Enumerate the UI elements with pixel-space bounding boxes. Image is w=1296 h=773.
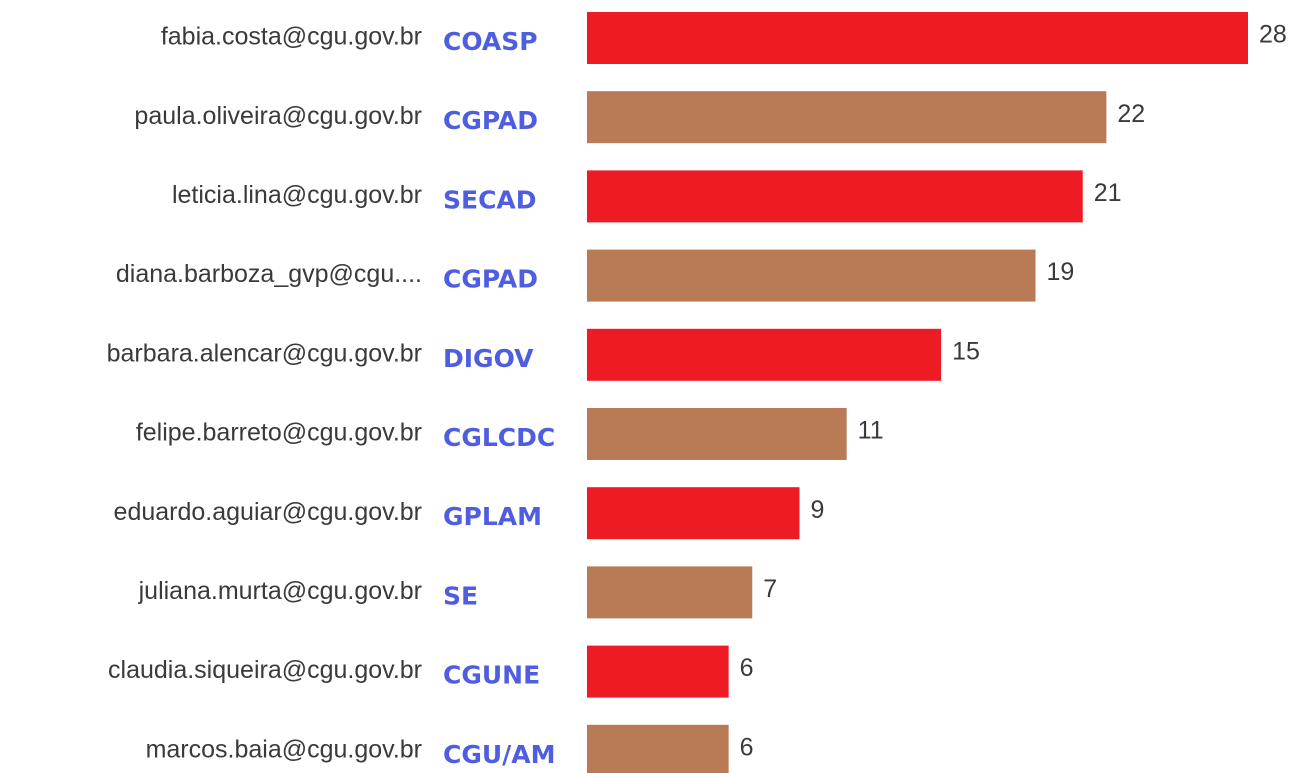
department-label: SE	[443, 581, 478, 610]
bar	[587, 408, 847, 460]
bar	[587, 645, 729, 698]
category-label: marcos.baia@cgu.gov.br	[146, 735, 422, 763]
category-label: juliana.murta@cgu.gov.br	[138, 577, 422, 605]
department-label: CGLCDC	[443, 423, 555, 452]
department-label: SECAD	[443, 185, 537, 214]
bar	[587, 249, 1036, 302]
category-label: fabia.costa@cgu.gov.br	[161, 23, 422, 51]
value-label: 11	[858, 417, 884, 445]
bar	[587, 328, 942, 381]
value-label: 15	[952, 337, 980, 365]
department-label: COASP	[443, 27, 538, 56]
bar	[587, 91, 1107, 144]
category-label: diana.barboza_gvp@cgu....	[116, 260, 422, 288]
category-label: claudia.siqueira@cgu.gov.br	[108, 656, 422, 684]
department-label: CGPAD	[443, 106, 538, 135]
value-label: 22	[1117, 100, 1145, 128]
department-label: CGU/AM	[443, 740, 556, 769]
value-label: 6	[740, 654, 754, 682]
value-label: 28	[1259, 21, 1287, 49]
bar	[587, 566, 753, 619]
category-label: barbara.alencar@cgu.gov.br	[107, 339, 422, 367]
value-label: 7	[763, 575, 777, 603]
category-label: paula.oliveira@cgu.gov.br	[134, 102, 422, 130]
department-label: DIGOV	[443, 344, 534, 373]
bar	[587, 170, 1083, 223]
value-label: 6	[740, 733, 754, 761]
value-label: 9	[810, 496, 824, 524]
department-label: CGPAD	[443, 265, 538, 294]
value-label: 21	[1094, 179, 1122, 207]
bar	[587, 12, 1248, 64]
bar	[587, 724, 729, 773]
value-label: 19	[1047, 258, 1075, 286]
department-label: CGUNE	[443, 661, 540, 690]
department-label: GPLAM	[443, 502, 542, 531]
category-label: leticia.lina@cgu.gov.br	[172, 181, 422, 209]
category-label: felipe.barreto@cgu.gov.br	[136, 419, 422, 447]
category-label: eduardo.aguiar@cgu.gov.br	[114, 498, 422, 526]
bar	[587, 487, 800, 540]
